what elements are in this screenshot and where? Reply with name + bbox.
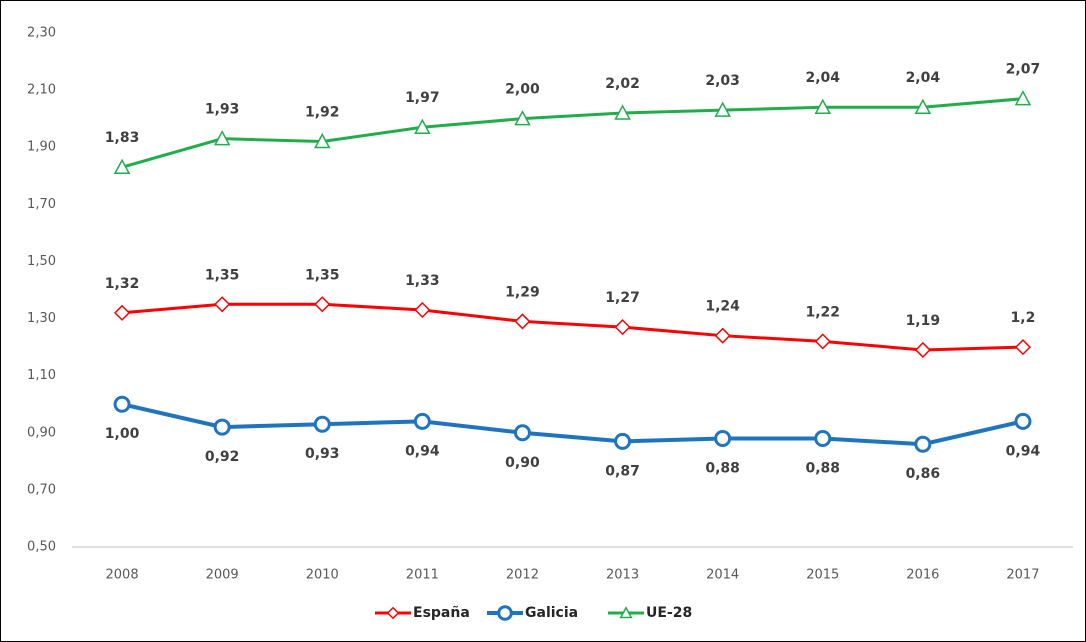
x-tick-label: 2011 xyxy=(406,568,439,583)
legend-label: Galicia xyxy=(525,605,578,621)
data-label: 1,33 xyxy=(405,273,440,289)
series-line xyxy=(121,402,1024,447)
data-label: 1,32 xyxy=(105,276,140,292)
data-label: 2,00 xyxy=(505,82,540,98)
legend-label: UE-28 xyxy=(646,605,692,621)
data-label: 2,07 xyxy=(1006,62,1041,78)
data-label: 0,94 xyxy=(405,443,440,459)
marker xyxy=(313,415,331,433)
data-label: 1,22 xyxy=(805,304,840,320)
marker xyxy=(413,412,431,430)
data-label: 2,03 xyxy=(705,73,740,89)
series-line xyxy=(121,302,1023,352)
data-label: 2,02 xyxy=(605,76,640,92)
data-label: 1,27 xyxy=(605,290,640,306)
marker xyxy=(513,424,531,442)
marker xyxy=(213,418,231,436)
data-label: 1,35 xyxy=(205,267,240,283)
x-tick-label: 2016 xyxy=(906,568,939,583)
marker xyxy=(914,98,932,114)
marker xyxy=(614,432,632,450)
data-label: 0,93 xyxy=(305,446,340,462)
marker xyxy=(514,110,531,126)
y-tick-label: 2,30 xyxy=(27,26,56,41)
marker xyxy=(113,304,131,321)
marker xyxy=(414,118,431,134)
x-tick-label: 2017 xyxy=(1006,568,1039,583)
y-tick-label: 0,90 xyxy=(27,425,56,440)
marker xyxy=(1014,339,1032,356)
marker xyxy=(814,429,832,447)
marker xyxy=(914,435,932,453)
data-label: 0,94 xyxy=(1006,443,1041,459)
x-tick-label: 2013 xyxy=(606,568,639,583)
data-label: 1,97 xyxy=(405,90,440,106)
data-label: 1,83 xyxy=(105,130,140,146)
marker xyxy=(1014,412,1032,430)
marker xyxy=(914,341,931,359)
y-tick-label: 2,10 xyxy=(27,83,56,98)
data-label: 2,04 xyxy=(805,70,840,86)
y-tick-label: 1,70 xyxy=(27,197,56,212)
y-tick-label: 1,30 xyxy=(27,311,56,326)
data-label: 0,92 xyxy=(205,449,240,465)
y-tick-label: 1,90 xyxy=(27,140,56,155)
y-tick-label: 1,10 xyxy=(27,368,56,383)
marker xyxy=(314,296,331,313)
x-tick-label: 2010 xyxy=(306,568,339,583)
marker xyxy=(814,98,832,114)
marker xyxy=(214,296,231,313)
x-tick-label: 2009 xyxy=(206,568,239,583)
data-label: 1,24 xyxy=(705,299,740,315)
marker xyxy=(1014,90,1032,106)
x-tick-label: 2015 xyxy=(806,568,839,583)
x-tick-label: 2014 xyxy=(706,568,739,583)
data-label: 1,19 xyxy=(906,313,941,329)
y-tick-label: 1,50 xyxy=(27,254,56,269)
data-label: 1,93 xyxy=(205,102,240,118)
data-label: 1,35 xyxy=(305,267,340,283)
marker xyxy=(514,313,531,330)
marker xyxy=(113,158,131,174)
data-label: 0,88 xyxy=(705,460,740,476)
data-label: 1,00 xyxy=(105,426,140,442)
data-label: 1,2 xyxy=(1011,310,1036,326)
marker xyxy=(213,130,231,146)
data-label: 1,29 xyxy=(505,284,540,300)
marker xyxy=(714,101,731,117)
data-label: 0,90 xyxy=(505,455,540,471)
data-label: 1,92 xyxy=(305,105,340,121)
marker xyxy=(386,606,400,620)
marker xyxy=(614,319,631,336)
marker xyxy=(113,395,131,413)
y-tick-label: 0,70 xyxy=(27,482,56,497)
legend-label: España xyxy=(413,605,470,621)
data-label: 0,88 xyxy=(805,460,840,476)
marker xyxy=(414,301,431,319)
y-tick-label: 0,50 xyxy=(27,540,56,555)
series-line xyxy=(121,97,1024,169)
marker xyxy=(714,327,731,344)
data-label: 2,04 xyxy=(906,70,941,86)
marker xyxy=(714,429,732,447)
marker xyxy=(619,606,633,619)
data-label: 0,87 xyxy=(605,463,640,479)
marker xyxy=(497,605,513,621)
x-tick-label: 2008 xyxy=(106,568,139,583)
x-tick-label: 2012 xyxy=(506,568,539,583)
marker xyxy=(614,104,631,120)
marker xyxy=(814,333,831,350)
marker xyxy=(313,132,331,149)
data-label: 0,86 xyxy=(906,466,941,482)
